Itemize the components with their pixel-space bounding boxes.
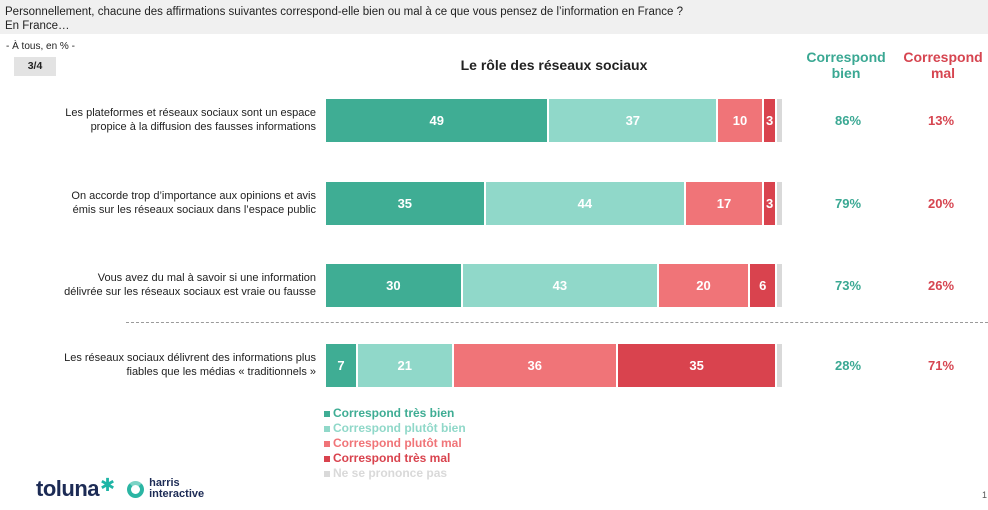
bar-segment: 30 bbox=[326, 264, 463, 307]
data-label: 43 bbox=[552, 278, 568, 293]
total-bad: 71% bbox=[927, 358, 955, 373]
total-good: 28% bbox=[834, 358, 862, 373]
harris-logo: harris interactive bbox=[149, 477, 205, 500]
data-label: 7 bbox=[337, 358, 345, 373]
bar-segment bbox=[777, 182, 782, 225]
page-badge: 3/4 bbox=[14, 57, 56, 76]
data-label: 3 bbox=[765, 113, 774, 128]
data-label: 35 bbox=[689, 358, 704, 373]
bar-segment: 49 bbox=[326, 99, 550, 142]
bar-segment: 43 bbox=[462, 264, 659, 307]
bar-segment bbox=[777, 344, 782, 387]
subquestion-text: En France… bbox=[5, 20, 70, 32]
legend-swatch bbox=[324, 470, 330, 477]
data-label: 35 bbox=[397, 196, 413, 211]
legend-item: Correspond plutôt mal bbox=[324, 436, 466, 451]
row-label: Les plateformes et réseaux sociaux sont … bbox=[65, 107, 316, 133]
data-label: 21 bbox=[397, 358, 413, 373]
row-label: Vous avez du mal à savoir si une informa… bbox=[64, 272, 316, 298]
bar-row: 30 43 20 6 bbox=[326, 264, 782, 307]
toluna-logo: toluna bbox=[36, 476, 100, 501]
legend-label: Correspond plutôt bien bbox=[333, 421, 466, 435]
data-label: 10 bbox=[732, 113, 748, 128]
data-label: 20 bbox=[696, 278, 711, 293]
total-good: 86% bbox=[834, 113, 862, 128]
total-good: 73% bbox=[834, 278, 862, 293]
column-header-good: Correspond bien bbox=[806, 49, 886, 81]
harris-ring-icon bbox=[127, 480, 145, 498]
row-label: Les réseaux sociaux délivrent des inform… bbox=[64, 352, 316, 378]
data-label: 49 bbox=[429, 113, 444, 128]
bar-segment: 3 bbox=[763, 182, 778, 225]
legend-label: Correspond très mal bbox=[333, 451, 451, 465]
data-label: 6 bbox=[759, 278, 767, 293]
bar-segment: 17 bbox=[686, 182, 764, 225]
brand-logos: toluna ✱ harris interactive bbox=[36, 474, 205, 502]
bar-segment: 37 bbox=[549, 99, 719, 142]
bar-segment: 6 bbox=[750, 264, 778, 307]
section-divider bbox=[126, 322, 988, 323]
data-label: 44 bbox=[577, 196, 593, 211]
question-banner: Personnellement, chacune des affirmation… bbox=[0, 0, 988, 34]
bar-segment: 3 bbox=[763, 99, 778, 142]
legend-label: Correspond plutôt mal bbox=[333, 436, 462, 450]
legend-item: Ne se prononce pas bbox=[324, 466, 466, 481]
total-good: 79% bbox=[834, 196, 862, 211]
row-label: On accorde trop d’importance aux opinion… bbox=[71, 190, 316, 216]
data-label: 17 bbox=[716, 196, 732, 211]
bar-row: 7 21 36 35 bbox=[326, 344, 782, 387]
bar-segment: 35 bbox=[326, 182, 486, 225]
legend-item: Correspond plutôt bien bbox=[324, 421, 466, 436]
asterisk-icon: ✱ bbox=[100, 474, 116, 495]
bar-segment: 20 bbox=[658, 264, 751, 307]
bar-segment: 35 bbox=[617, 344, 778, 387]
data-label: 36 bbox=[527, 358, 542, 373]
bar-row: 35 44 17 3 bbox=[326, 182, 782, 225]
legend-swatch bbox=[324, 455, 330, 462]
bar-segment bbox=[777, 264, 782, 307]
data-label: 37 bbox=[625, 113, 641, 128]
bar-row: 49 37 10 3 bbox=[326, 99, 782, 142]
total-bad: 26% bbox=[927, 278, 955, 293]
bar-segment: 7 bbox=[326, 344, 358, 387]
question-text: Personnellement, chacune des affirmation… bbox=[5, 6, 684, 18]
bar-segment: 36 bbox=[453, 344, 618, 387]
bar-segment: 21 bbox=[357, 344, 454, 387]
data-label: 30 bbox=[386, 278, 401, 293]
total-bad: 13% bbox=[927, 113, 955, 128]
page-number: 1 bbox=[982, 490, 988, 500]
legend-swatch bbox=[324, 425, 330, 432]
column-header-bad: Correspond mal bbox=[903, 49, 983, 81]
legend-item: Correspond très bien bbox=[324, 406, 466, 421]
bar-segment: 10 bbox=[718, 99, 764, 142]
legend-label: Ne se prononce pas bbox=[333, 466, 448, 480]
data-label: 3 bbox=[765, 196, 774, 211]
chart-title: Le rôle des réseaux sociaux bbox=[460, 57, 648, 73]
legend-label: Correspond très bien bbox=[333, 406, 455, 420]
bar-segment: 44 bbox=[485, 182, 687, 225]
legend-item: Correspond très mal bbox=[324, 451, 466, 466]
legend-swatch bbox=[324, 440, 330, 447]
chart-legend: Correspond très bien Correspond plutôt bi… bbox=[324, 406, 466, 481]
total-bad: 20% bbox=[927, 196, 955, 211]
base-label: - À tous, en % - bbox=[6, 41, 75, 52]
legend-swatch bbox=[324, 410, 330, 417]
bar-segment bbox=[777, 99, 782, 142]
